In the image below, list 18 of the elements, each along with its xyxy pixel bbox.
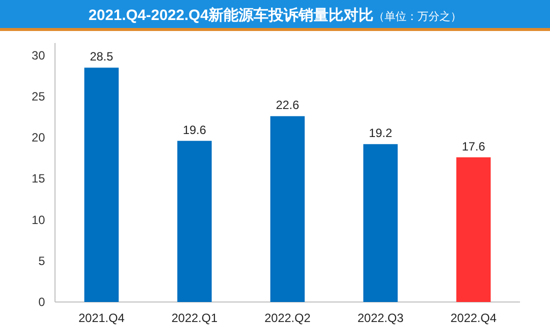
y-tick-label: 5 [38,254,46,268]
y-tick-label: 0 [38,295,46,309]
title: 2021.Q4-2022.Q4新能源车投诉销量比对比（单位：万分之） [88,7,462,24]
y-tick-label: 10 [32,212,46,227]
x-tick-label: 2022.Q3 [357,311,404,325]
x-tick-label: 2022.Q1 [171,311,218,325]
y-tick-label: 20 [32,130,46,145]
data-label: 28.5 [90,50,114,64]
data-label: 22.6 [276,98,300,112]
data-label: 17.6 [462,139,486,154]
data-label: 19.2 [368,126,392,140]
y-tick-label: 30 [32,48,46,62]
x-tick-label: 2021.Q4 [78,311,125,325]
data-label: 19.6 [182,122,206,137]
x-tick-label: 2022.Q2 [264,311,311,325]
y-tick-label: 15 [32,172,46,186]
x-tick-label: 2022.Q4 [450,311,497,325]
y-tick-label: 25 [32,89,46,104]
